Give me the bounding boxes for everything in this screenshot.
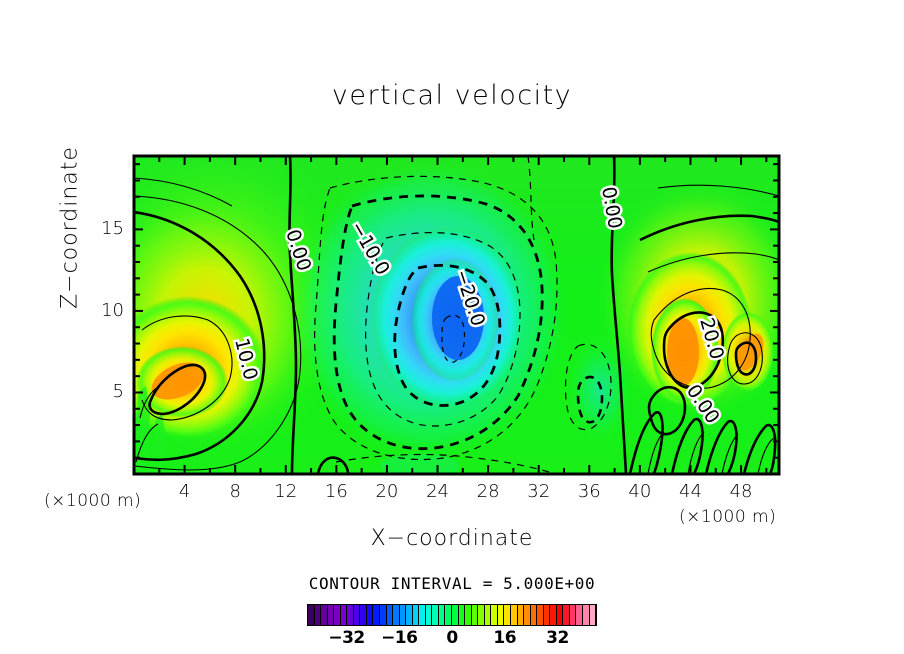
colorbar-band: [563, 605, 570, 625]
x-tick-label: 44: [679, 481, 702, 502]
colorbar-band: [366, 605, 374, 625]
colorbar-band: [399, 605, 407, 625]
x-tick-label: 48: [729, 481, 753, 502]
colorbar-band: [569, 605, 577, 625]
colorbar-band: [386, 605, 394, 625]
colorbar-band: [589, 605, 597, 625]
colorbar-band: [438, 605, 446, 625]
colorbar-band: [478, 605, 485, 625]
colorbar-tick-label: 16: [493, 628, 517, 648]
colorbar-tick-label: 32: [546, 628, 569, 648]
colorbar-band: [314, 605, 322, 625]
y-tick-label: 5: [112, 381, 124, 403]
colorbar-band: [582, 605, 590, 625]
x-tick-label: 16: [324, 481, 348, 502]
y-tick-label: 10: [101, 299, 124, 321]
colorbar-tick-label: −32: [328, 628, 365, 648]
colorbar: [307, 604, 597, 626]
x-tick-label: 8: [229, 481, 241, 502]
page-title: vertical velocity: [331, 80, 573, 111]
colorbar-band: [510, 605, 518, 625]
colorbar-band: [419, 605, 426, 625]
y-axis-title: Z−coordinate: [57, 146, 83, 309]
colorbar-band: [334, 605, 341, 625]
x-axis-unit: (×1000 m): [679, 507, 777, 527]
contour-interval-text: CONTOUR INTERVAL = 5.000E+00: [308, 574, 596, 593]
contour-lines: [134, 156, 779, 474]
colorbar-band: [458, 605, 466, 625]
x-tick-label: 40: [628, 481, 652, 502]
colorbar-band: [530, 605, 538, 625]
y-tick-label: 15: [101, 218, 124, 240]
colorbar-band: [524, 605, 531, 625]
colorbar-tick-label: 0: [446, 628, 458, 648]
x-tick-label: 36: [577, 481, 601, 502]
x-tick-label: 12: [274, 481, 298, 502]
colorbar-band: [393, 605, 400, 625]
colorbar-band: [327, 605, 335, 625]
colorbar-band: [452, 605, 459, 625]
colorbar-band: [465, 605, 472, 625]
colorbar-band: [471, 605, 479, 625]
colorbar-band: [412, 605, 420, 625]
colorbar-band: [360, 605, 367, 625]
colorbar-band: [484, 605, 492, 625]
y-axis-unit: (×1000 m): [44, 491, 142, 511]
colorbar-band: [406, 605, 413, 625]
x-tick-label: 4: [178, 481, 191, 502]
x-axis-title: X−coordinate: [370, 526, 534, 551]
colorbar-band: [308, 605, 315, 625]
x-tick-label: 28: [476, 481, 500, 502]
colorbar-band: [425, 605, 433, 625]
colorbar-band: [504, 605, 511, 625]
x-tick-label: 20: [375, 481, 399, 502]
colorbar-band: [576, 605, 583, 625]
plot-frame: [132, 154, 781, 476]
colorbar-band: [497, 605, 505, 625]
colorbar-band: [543, 605, 551, 625]
x-tick-label: 32: [527, 481, 551, 502]
colorbar-band: [373, 605, 381, 625]
colorbar-band: [550, 605, 557, 625]
colorbar-tick-label: −16: [381, 628, 418, 648]
colorbar-gradient: [307, 604, 597, 626]
x-tick-label: 24: [426, 481, 449, 502]
colorbar-band: [353, 605, 361, 625]
colorbar-band: [491, 605, 498, 625]
contour-field: [134, 156, 779, 474]
colorbar-band: [517, 605, 525, 625]
colorbar-band: [537, 605, 544, 625]
colorbar-band: [380, 605, 387, 625]
colorbar-band: [321, 605, 328, 625]
colorbar-band: [347, 605, 354, 625]
colorbar-band: [556, 605, 564, 625]
colorbar-band: [340, 605, 348, 625]
colorbar-band: [432, 605, 439, 625]
colorbar-band: [445, 605, 453, 625]
